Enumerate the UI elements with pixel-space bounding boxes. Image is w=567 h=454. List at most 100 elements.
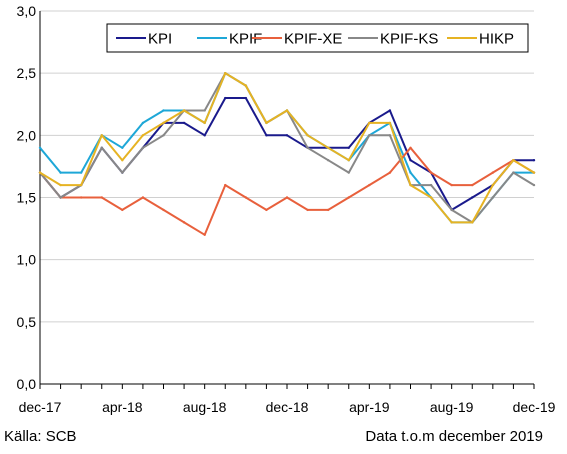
legend-label-kpif-xe: KPIF-XE <box>284 31 342 48</box>
legend-label-kpif: KPIF <box>229 31 262 48</box>
data-point <box>121 159 124 162</box>
series-kpi <box>38 96 536 212</box>
data-point <box>121 146 124 149</box>
data-point <box>265 208 268 212</box>
legend-label-kpif-ks: KPIF-KS <box>380 31 438 48</box>
data-point <box>38 171 42 174</box>
data-point <box>203 233 206 236</box>
data-point <box>59 171 62 174</box>
data-point <box>368 121 371 125</box>
data-point <box>224 71 227 75</box>
data-point <box>326 208 330 212</box>
source-label: Källa: SCB <box>4 428 77 445</box>
data-point <box>388 121 392 125</box>
data-point <box>141 121 145 125</box>
data-point <box>79 171 83 174</box>
data-point <box>347 171 350 174</box>
data-point <box>368 183 371 187</box>
data-point <box>162 208 165 212</box>
data-point <box>285 109 289 112</box>
data-point <box>388 171 392 174</box>
data-point <box>409 159 412 162</box>
data-point <box>306 146 309 149</box>
data-point <box>38 146 42 149</box>
data-point <box>429 183 433 187</box>
data-point <box>162 109 165 112</box>
y-tick-label: 2,0 <box>17 127 37 143</box>
data-point <box>512 159 515 162</box>
line-chart: 0,0 0,5 1,0 1,5 2,0 2,5 3,0 dec-17 apr-18 aug-18 d… <box>17 3 556 415</box>
legend: KPI KPIF KPIF-XE KPIF-KS HIKP <box>106 23 529 53</box>
data-point <box>326 146 330 149</box>
data-point <box>532 183 536 187</box>
data-point <box>162 134 165 137</box>
data-point <box>100 146 103 149</box>
data-point <box>429 171 433 174</box>
data-point <box>409 183 412 187</box>
x-tick-label: apr-18 <box>102 399 143 415</box>
data-period-note: Data t.o.m december 2019 <box>365 428 543 445</box>
data-point <box>244 84 248 87</box>
data-point <box>265 121 268 125</box>
data-point <box>121 171 124 174</box>
data-point <box>471 221 474 224</box>
x-tick-label: dec-17 <box>19 399 62 415</box>
data-point <box>162 121 165 125</box>
grid <box>40 10 534 323</box>
data-point <box>429 196 433 199</box>
data-point <box>224 183 227 187</box>
y-tick-label: 0,5 <box>17 314 37 330</box>
data-point <box>532 171 536 174</box>
data-point <box>306 208 309 212</box>
data-point <box>450 183 453 187</box>
data-point <box>532 159 536 162</box>
data-point <box>471 183 474 187</box>
data-point <box>368 134 371 137</box>
data-point <box>121 208 124 212</box>
data-point <box>491 171 495 174</box>
legend-label-hikp: HIKP <box>479 31 514 48</box>
series-line-kpi <box>39 97 534 211</box>
data-point <box>59 183 62 187</box>
data-point <box>182 121 186 125</box>
y-tick-label: 1,0 <box>17 252 37 268</box>
data-point <box>100 196 103 199</box>
data-point <box>141 146 145 149</box>
data-point <box>203 134 206 137</box>
series-line-kpif <box>39 72 534 224</box>
y-tick-label: 2,5 <box>17 65 37 81</box>
data-point <box>141 196 145 199</box>
data-point <box>347 159 350 162</box>
y-tick-label: 1,5 <box>17 190 37 206</box>
data-point <box>450 221 453 224</box>
data-point <box>182 221 186 224</box>
data-point <box>79 183 83 187</box>
data-point <box>450 208 453 212</box>
data-point <box>347 196 350 199</box>
data-point <box>285 196 289 199</box>
data-point <box>244 196 248 199</box>
x-tick-label: aug-19 <box>430 399 474 415</box>
data-point <box>79 196 83 199</box>
data-point <box>265 134 268 137</box>
legend-label-kpi: KPI <box>148 31 172 48</box>
data-point <box>409 146 412 149</box>
x-tick-label: apr-19 <box>349 399 390 415</box>
y-tick-label: 3,0 <box>17 3 37 19</box>
x-tick-label: dec-18 <box>266 399 309 415</box>
axes: 0,0 0,5 1,0 1,5 2,0 2,5 3,0 dec-17 apr-18 aug-18 d… <box>17 3 556 415</box>
x-tick-label: dec-19 <box>513 399 556 415</box>
data-point <box>285 134 289 137</box>
data-point <box>388 109 392 112</box>
data-point <box>512 171 515 174</box>
data-point <box>203 121 206 125</box>
series-lines <box>38 71 536 236</box>
data-point <box>471 196 474 199</box>
data-point <box>224 96 227 100</box>
data-point <box>100 134 103 137</box>
data-point <box>491 183 495 187</box>
data-point <box>326 159 330 162</box>
data-point <box>491 196 495 199</box>
series-hikp <box>38 71 536 224</box>
